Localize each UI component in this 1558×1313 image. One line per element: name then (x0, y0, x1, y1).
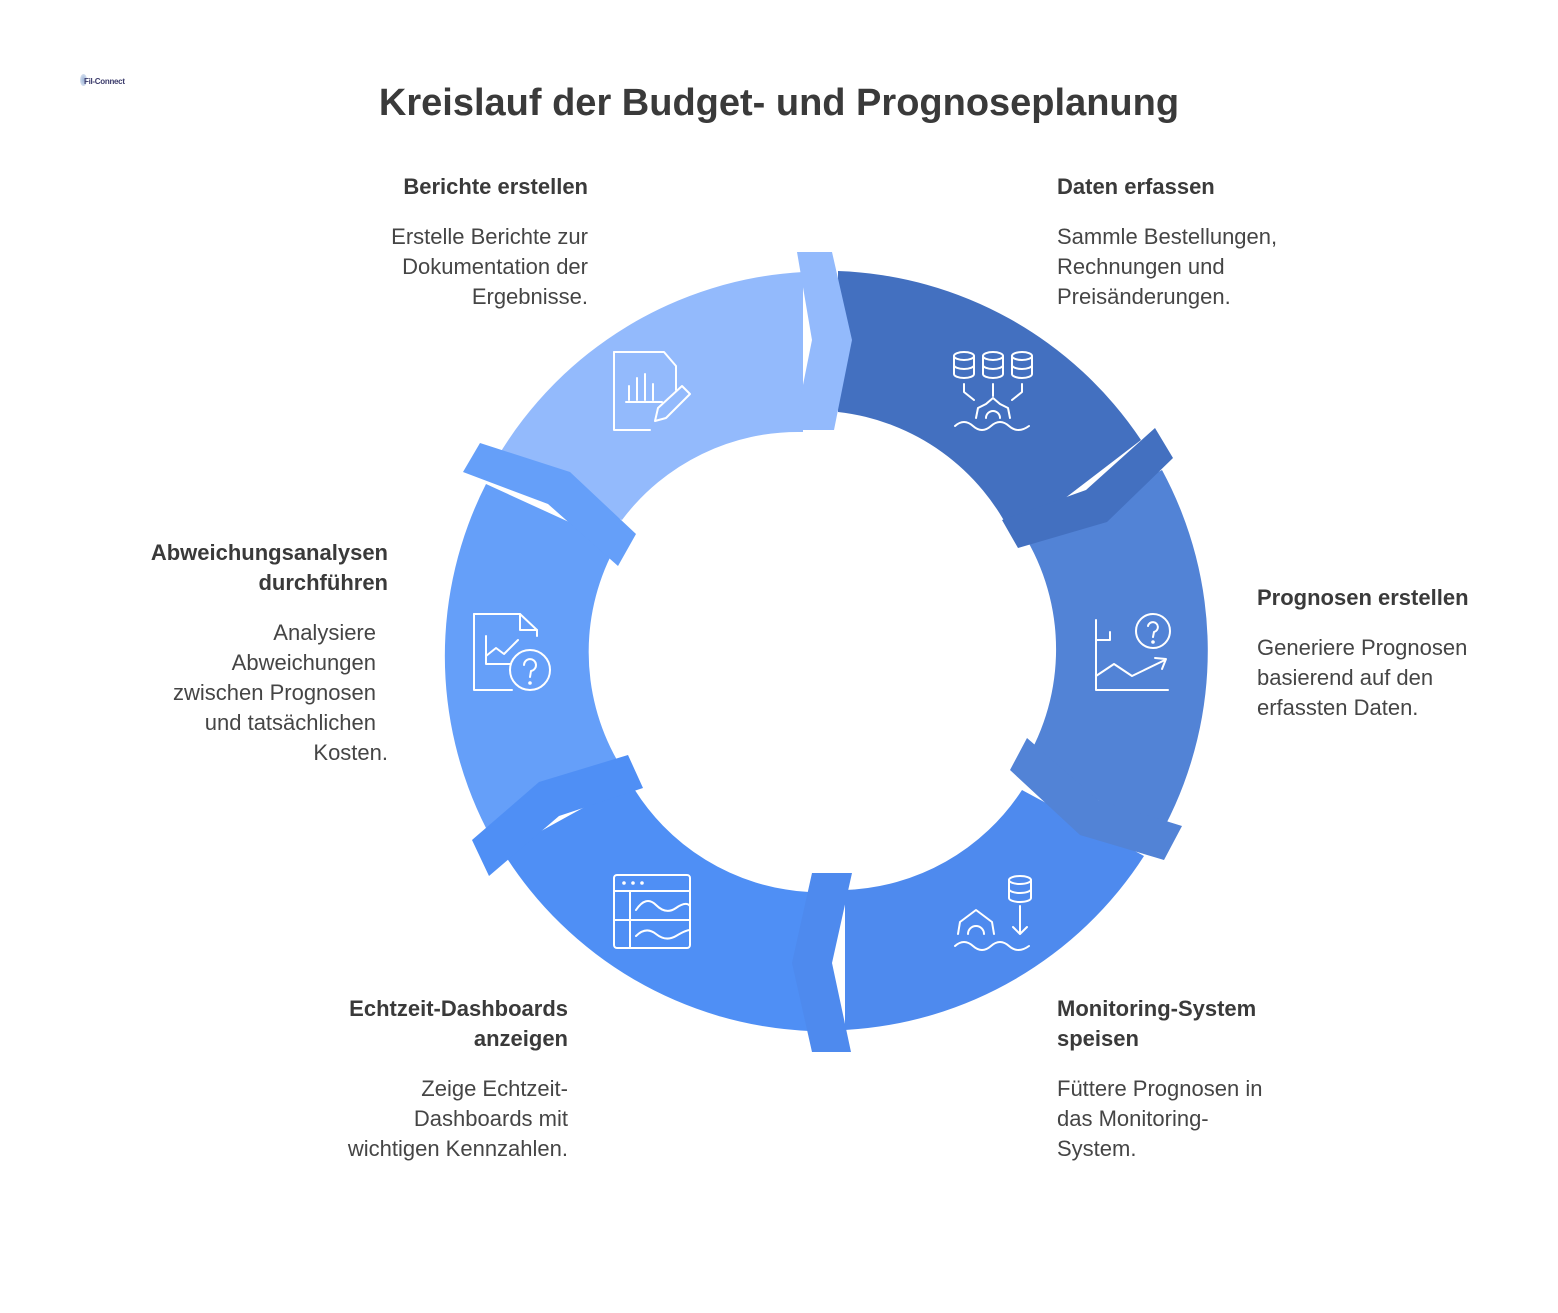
step-title-line: anzeigen (473, 1026, 568, 1051)
connector-bottom (792, 873, 852, 1052)
segment-dashboards (503, 782, 809, 1031)
step-desc-line: Zeige Echtzeit- (421, 1076, 568, 1101)
step-monitoring: Monitoring-System speisen Füttere Progno… (1057, 994, 1357, 1164)
gear-database-icon (954, 875, 1032, 951)
logo-text: Fil-Connect (84, 77, 125, 86)
report-edit-icon (613, 351, 691, 431)
step-desc-line: Dashboards mit (413, 1106, 568, 1131)
database-gear-icon (953, 351, 1033, 431)
step-desc-line: und tatsächlichen (204, 710, 376, 735)
step-desc-line: Ergebnisse. (471, 284, 588, 309)
step-title-line: Echtzeit-Dashboards (349, 996, 568, 1021)
step-desc-line: Analysiere (273, 620, 376, 645)
step-desc-line: das Monitoring- (1057, 1106, 1209, 1131)
step-desc-line: basierend auf den (1257, 665, 1434, 690)
page-title: Kreislauf der Budget- und Prognoseplanun… (378, 82, 1180, 124)
segment-abweichung (444, 484, 617, 828)
connector-lower-left (472, 755, 643, 876)
chart-question-icon (1095, 613, 1171, 691)
step-berichte: Berichte erstellen Erstelle Berichte zur… (288, 172, 588, 312)
step-prognosen: Prognosen erstellen Generiere Prognosen … (1257, 583, 1547, 723)
logo-mark (80, 74, 87, 86)
step-title: Daten erfassen (1057, 174, 1215, 199)
dashboard-window-icon (613, 874, 691, 949)
step-desc-line: Rechnungen und (1057, 254, 1225, 279)
step-abweichung: Abweichungsanalysen durchführen Analysie… (68, 538, 388, 768)
step-desc-line: wichtigen Kennzahlen. (347, 1136, 568, 1161)
segment-monitoring (845, 790, 1144, 1030)
step-title-line: speisen (1057, 1026, 1139, 1051)
step-dashboards: Echtzeit-Dashboards anzeigen Zeige Echtz… (248, 994, 568, 1164)
step-desc-line: Preisänderungen. (1057, 284, 1231, 309)
document-question-icon (473, 613, 551, 691)
step-desc-line: Erstelle Berichte zur (391, 224, 588, 249)
step-desc-line: Kosten. (313, 740, 388, 765)
step-title-line: Monitoring-System (1057, 996, 1257, 1021)
connector-lower-right (1010, 738, 1182, 860)
step-daten: Daten erfassen Sammle Bestellungen, Rech… (1057, 172, 1357, 312)
step-desc-line: Abweichungen (231, 650, 376, 675)
step-title-line: durchführen (258, 570, 388, 595)
step-desc-line: erfassten Daten. (1257, 695, 1419, 720)
connector-upper-left (463, 443, 636, 566)
segment-prognosen (1020, 470, 1208, 826)
step-desc-line: Füttere Prognosen in (1057, 1076, 1263, 1101)
logo: Fil-Connect (80, 72, 130, 94)
segment-daten (838, 271, 1141, 538)
step-desc-line: System. (1057, 1136, 1137, 1161)
step-desc-line: Dokumentation der (402, 254, 588, 279)
step-desc-line: zwischen Prognosen (172, 680, 376, 705)
step-desc-line: Sammle Bestellungen, (1057, 224, 1278, 249)
step-desc-line: Generiere Prognosen (1257, 635, 1468, 660)
segment-berichte (497, 272, 803, 520)
step-title: Prognosen erstellen (1257, 585, 1469, 610)
connector-upper-right (1002, 428, 1173, 548)
step-title: Berichte erstellen (403, 174, 588, 199)
connector-top (794, 252, 852, 430)
step-title-line: Abweichungsanalysen (150, 540, 388, 565)
